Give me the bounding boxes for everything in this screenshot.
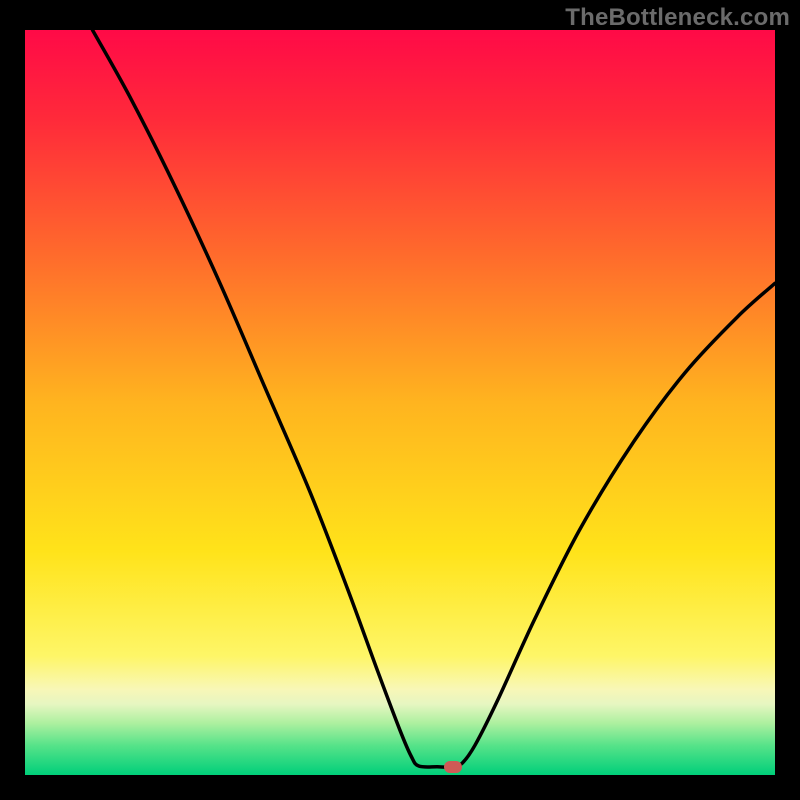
- optimal-marker: [444, 761, 462, 773]
- plot-area: [25, 30, 775, 775]
- watermark-label: TheBottleneck.com: [565, 4, 790, 32]
- chart-frame: TheBottleneck.com: [0, 0, 800, 800]
- bottleneck-curve: [25, 30, 775, 775]
